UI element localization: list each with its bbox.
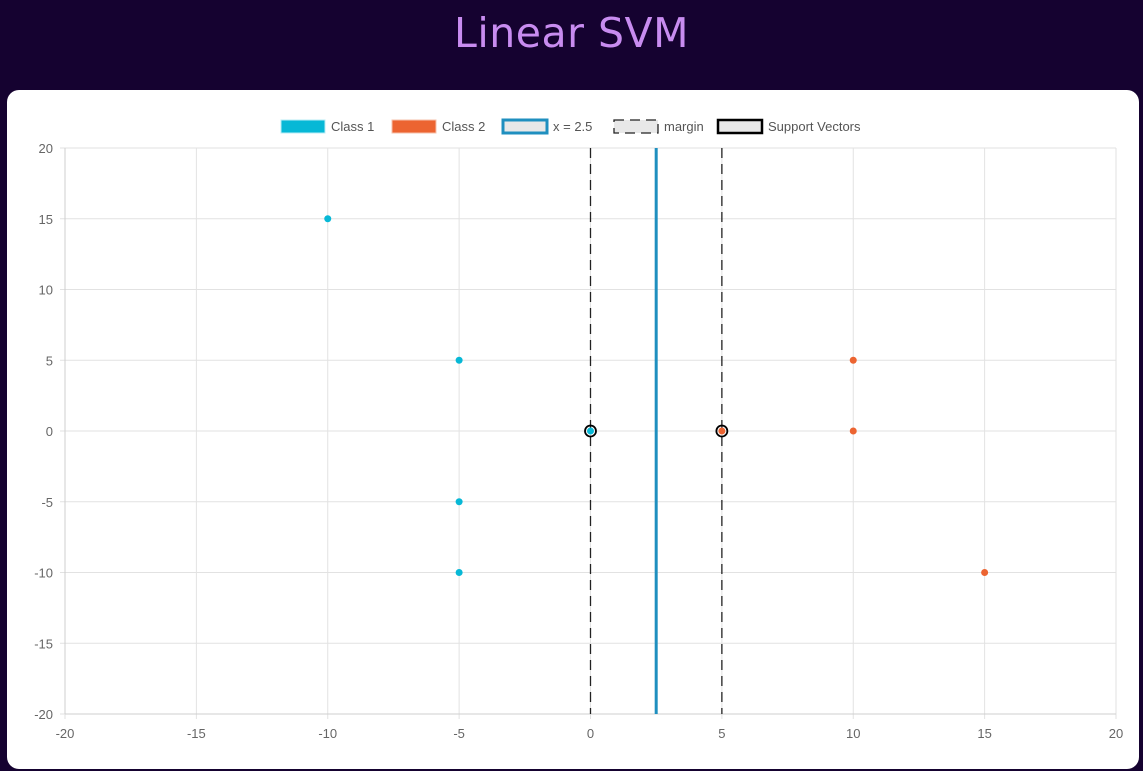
legend-label: margin (664, 119, 704, 134)
y-tick-label: -10 (34, 566, 53, 581)
axes: -20 -15 -10 -5 0 5 10 15 20 20 15 10 5 0 -5 -10 -15 -20 (34, 141, 1123, 741)
x-tick-label: 20 (1109, 726, 1123, 741)
x-tick-label: 10 (846, 726, 860, 741)
class1-point (324, 215, 332, 223)
svm-chart: -20 -15 -10 -5 0 5 10 15 20 20 15 10 5 0 -5 -10 -15 -20 C… (34, 118, 1123, 741)
x-tick-label: 0 (587, 726, 594, 741)
chart-card: -20 -15 -10 -5 0 5 10 15 20 20 15 10 5 0 -5 -10 -15 -20 C… (7, 90, 1139, 769)
x-tick-label: -20 (56, 726, 75, 741)
legend-swatch (613, 119, 659, 134)
y-tick-label: 20 (39, 141, 53, 156)
y-tick-label: -15 (34, 636, 53, 651)
legend-swatch (716, 118, 764, 135)
legend-label: Support Vectors (768, 119, 861, 134)
class2-point (981, 569, 989, 576)
support-vector-marker (715, 424, 729, 438)
y-tick-label: -5 (41, 495, 53, 510)
class1-point (455, 569, 463, 576)
class2-point (849, 427, 857, 435)
y-tick-label: 15 (39, 212, 53, 227)
class2-point (718, 427, 726, 435)
y-tick-label: -20 (34, 707, 53, 722)
legend-label: x = 2.5 (553, 119, 592, 134)
legend: Class 1 Class 2 x = 2.5 margin Support Vecto… (280, 118, 861, 135)
x-tick-label: -15 (187, 726, 206, 741)
points (324, 215, 989, 576)
page-title: Linear SVM (454, 9, 689, 57)
legend-swatch (391, 119, 437, 134)
class2-point (849, 356, 857, 364)
y-tick-label: 5 (46, 353, 53, 368)
class1-point (455, 498, 463, 506)
y-tick-label: 0 (46, 424, 53, 439)
legend-swatch (501, 118, 549, 135)
legend-label: Class 1 (331, 119, 374, 134)
class1-point (455, 356, 463, 364)
grid (60, 147, 1117, 719)
y-tick-label: 10 (39, 283, 53, 298)
legend-swatch (280, 119, 326, 134)
x-tick-label: -10 (318, 726, 337, 741)
legend-label: Class 2 (442, 119, 485, 134)
lines (589, 148, 723, 714)
support-vector-marker (584, 424, 597, 438)
x-tick-label: 5 (718, 726, 725, 741)
x-tick-label: 15 (977, 726, 991, 741)
x-tick-label: -5 (453, 726, 465, 741)
class1-point (587, 427, 594, 435)
